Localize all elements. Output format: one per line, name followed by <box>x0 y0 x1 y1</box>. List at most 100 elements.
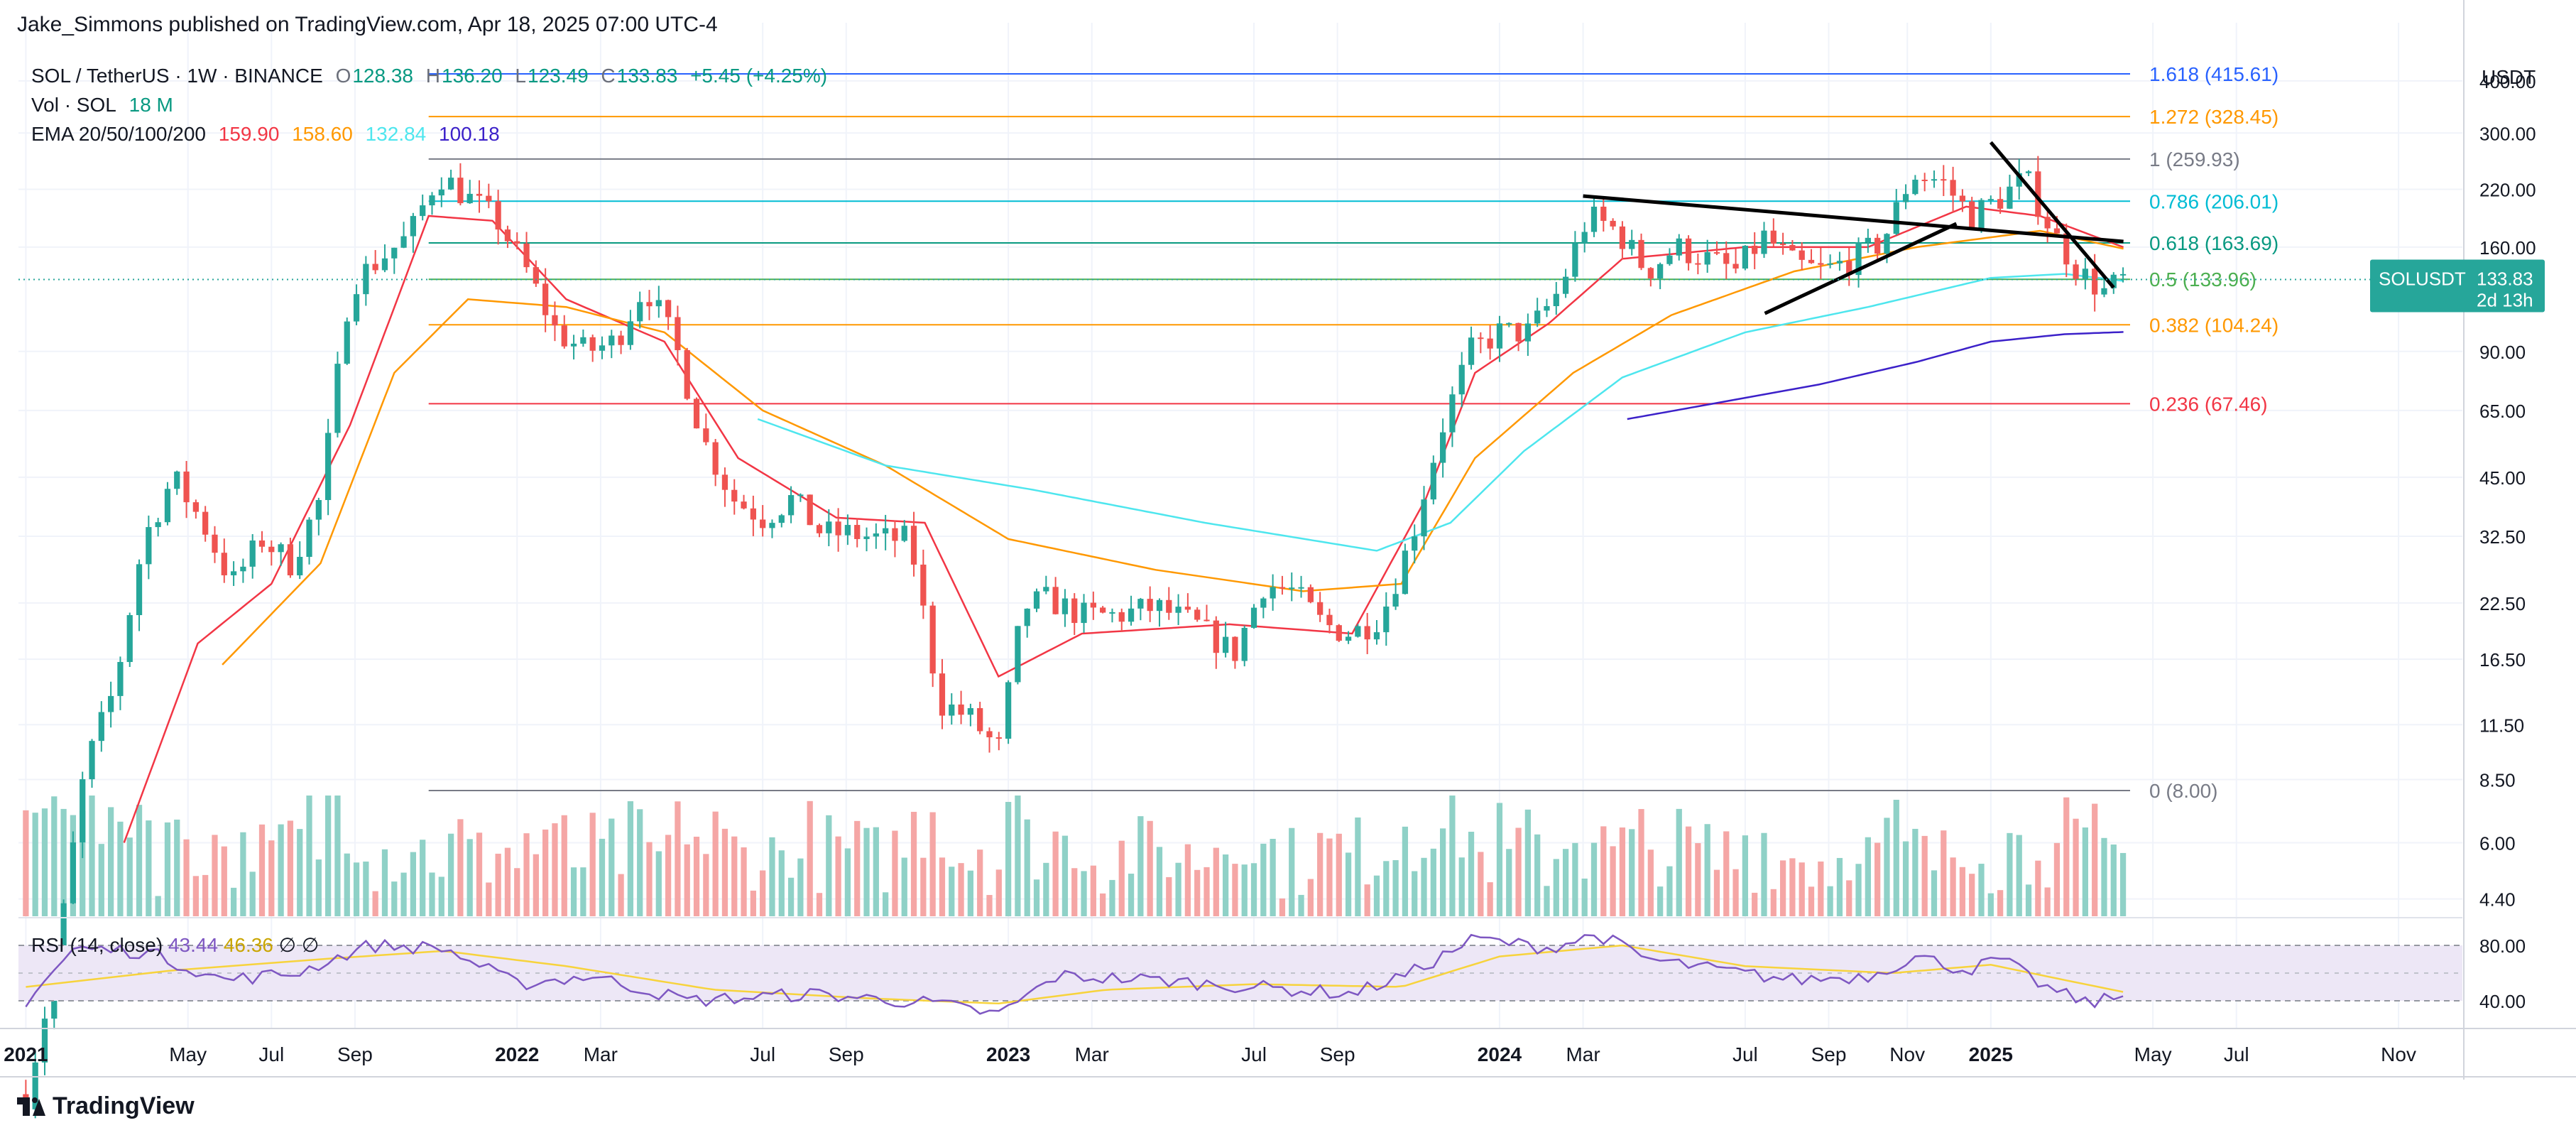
volume-bar <box>1326 838 1333 916</box>
trendline-upper-resistance[interactable] <box>1583 194 2124 244</box>
candle-body <box>1373 632 1380 640</box>
candle-body <box>929 605 936 674</box>
y-tick-label: 22.50 <box>2479 593 2526 614</box>
candle-body <box>1808 259 1815 264</box>
candle-body <box>892 528 898 541</box>
ohlc-low-label: L <box>515 65 526 87</box>
volume-bar <box>646 842 653 916</box>
candle-body <box>1629 239 1635 249</box>
volume-bar <box>420 840 426 916</box>
candle-body <box>334 364 341 433</box>
symbol-label[interactable]: SOL / TetherUS · 1W · BINANCE <box>31 65 323 87</box>
trendline-downtrend[interactable] <box>1989 141 2115 289</box>
candle-body <box>1383 606 1390 633</box>
candle-body <box>495 201 501 230</box>
candlestick-series <box>23 156 2127 1119</box>
volume-bar <box>769 837 775 916</box>
x-tick-label: 2025 <box>1969 1043 2013 1065</box>
volume-bar <box>995 869 1002 916</box>
volume-bar <box>627 801 634 916</box>
candle-body <box>2092 268 2098 295</box>
candle-body <box>1392 594 1399 607</box>
volume-bar <box>561 815 567 916</box>
volume-bar <box>910 811 917 916</box>
ema20-value: 159.90 <box>218 123 280 145</box>
rsi-ma-line <box>26 944 2124 1005</box>
volume-bar <box>1959 867 1966 916</box>
candle-body <box>1836 261 1843 264</box>
trendline-lower-support[interactable] <box>1764 222 1958 315</box>
candle-body <box>2025 171 2032 173</box>
volume-bar <box>1052 831 1059 916</box>
ohlc-low: 123.49 <box>528 65 589 87</box>
x-tick-label: 2024 <box>1478 1043 1522 1065</box>
last-price-symbol: SOLUSDT <box>2379 268 2466 289</box>
volume-bar <box>325 796 332 916</box>
candle-body <box>2101 288 2107 295</box>
volume-bar <box>1147 820 1153 916</box>
ema-label[interactable]: EMA 20/50/100/200 <box>31 123 206 145</box>
candle-body <box>2063 233 2070 265</box>
rsi-legend-value: 43.44 <box>168 934 224 956</box>
candle-body <box>1184 607 1191 610</box>
volume-bar <box>787 877 795 916</box>
volume-bar <box>1562 849 1569 916</box>
volume-bar <box>1081 871 1087 916</box>
candle-body <box>910 526 917 565</box>
candle-body <box>80 779 86 843</box>
candle-body <box>41 1019 48 1063</box>
candle-body <box>164 489 171 523</box>
trendlines[interactable] <box>1583 141 2124 315</box>
y-tick-label: 65.00 <box>2479 401 2526 422</box>
volume-bar <box>901 857 907 916</box>
volume-bar <box>1090 865 1096 916</box>
candle-body <box>2110 274 2117 288</box>
ohlc-close-label: C <box>601 65 616 87</box>
volume-bar <box>1524 809 1531 916</box>
rsi-band <box>18 945 2462 1001</box>
candle-body <box>1997 199 2004 209</box>
volume-bar <box>1184 844 1191 916</box>
candle-body <box>863 536 870 539</box>
candle-body <box>1496 323 1503 349</box>
volume-bar <box>826 815 832 916</box>
x-tick-label: Sep <box>1320 1043 1355 1065</box>
candle-body <box>1355 626 1361 637</box>
candle-body <box>258 540 266 547</box>
volume-bar <box>1732 869 1739 916</box>
x-tick-label: Nov <box>2381 1043 2416 1065</box>
candle-body <box>1855 242 1862 276</box>
volume-bar <box>1383 861 1390 916</box>
last-price-tag[interactable] <box>2370 259 2545 313</box>
volume-bar <box>1061 835 1069 916</box>
candle-body <box>400 236 407 248</box>
volume-bar <box>287 820 294 916</box>
candle-body <box>514 241 520 244</box>
ohlc-high-label: H <box>425 65 440 87</box>
volume-bar <box>1355 817 1361 916</box>
volume-bar <box>334 796 341 916</box>
volume-bar <box>1685 826 1692 916</box>
volume-bar <box>1676 808 1682 916</box>
volume-bar <box>381 849 388 916</box>
volume-bar <box>1307 879 1314 916</box>
candle-body <box>977 707 983 732</box>
volume-bar <box>1204 867 1210 916</box>
candle-body <box>1704 252 1710 265</box>
candle-body <box>429 195 435 206</box>
ohlc-change: +5.45 (+4.25%) <box>690 65 828 87</box>
candle-body <box>89 741 95 780</box>
volume-bar <box>447 833 454 916</box>
x-tick-label: Mar <box>1566 1043 1600 1065</box>
tradingview-logo[interactable]: TradingView <box>17 1092 195 1120</box>
candle-body <box>1515 322 1522 342</box>
candle-body <box>1506 322 1512 325</box>
fib-label: 1.618 (415.61) <box>2149 63 2278 85</box>
candle-body <box>665 300 672 317</box>
volume-bar <box>844 848 851 916</box>
candle-body <box>797 494 804 496</box>
candle-body <box>1713 252 1720 254</box>
volume-label[interactable]: Vol · SOL <box>31 94 116 116</box>
